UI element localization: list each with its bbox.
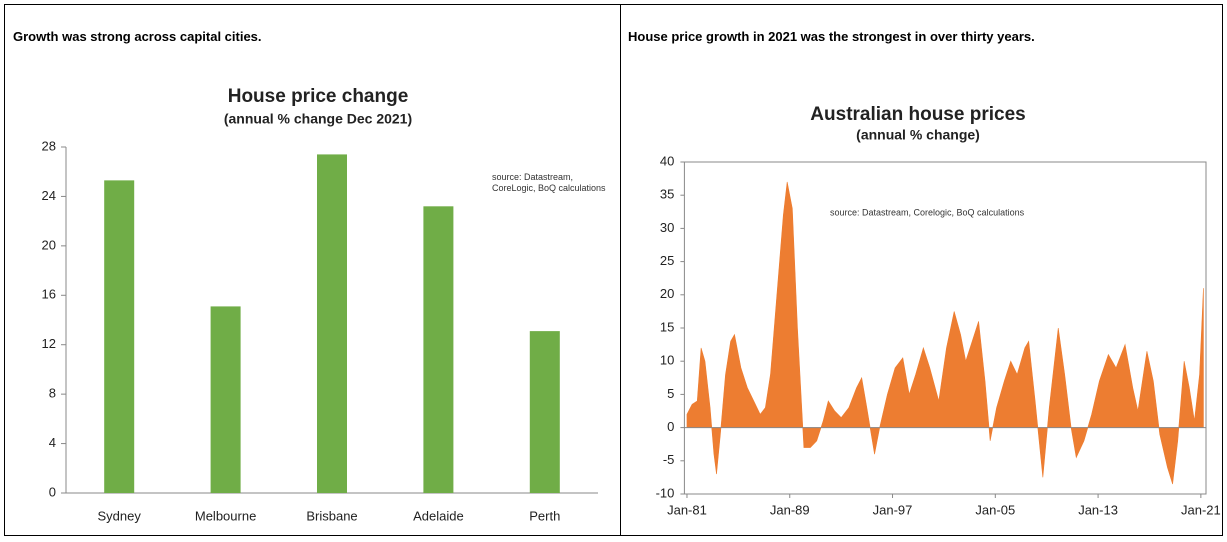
chart-subtitle: (annual % change) — [856, 127, 980, 143]
x-tick-label: Jan-05 — [975, 502, 1015, 517]
annotation: source: Datastream, Corelogic, BoQ calcu… — [830, 207, 1025, 217]
y-tick-label: -10 — [656, 485, 675, 500]
y-tick-label: 30 — [660, 220, 674, 235]
chart-subtitle: (annual % change Dec 2021) — [224, 111, 412, 127]
bar — [317, 154, 347, 493]
area — [686, 181, 1204, 485]
right-panel — [620, 4, 1223, 536]
y-tick-label: 20 — [660, 286, 674, 301]
annotation: source: Datastream, CoreLogic, BoQ calcu… — [492, 172, 606, 193]
y-tick-label: 40 — [660, 153, 674, 168]
x-tick-label: Perth — [529, 508, 560, 523]
bar — [104, 180, 135, 493]
y-tick-label: 8 — [49, 386, 56, 401]
panel-heading: House price growth in 2021 was the stron… — [628, 29, 1035, 44]
x-tick-label: Jan-97 — [873, 502, 913, 517]
y-tick-label: 12 — [42, 336, 56, 351]
x-tick-label: Jan-81 — [667, 502, 707, 517]
y-tick-label: 20 — [42, 237, 56, 252]
y-tick-label: 10 — [660, 353, 674, 368]
x-tick-label: Jan-21 — [1181, 502, 1221, 517]
y-tick-label: 16 — [42, 287, 56, 302]
x-tick-label: Adelaide — [413, 508, 464, 523]
panel-heading: Growth was strong across capital cities. — [13, 29, 262, 44]
chart-title: Australian house prices — [810, 104, 1025, 125]
x-tick-label: Jan-89 — [770, 502, 810, 517]
plot-frame — [683, 161, 1207, 495]
bar — [210, 306, 241, 493]
bar — [423, 206, 454, 494]
x-tick-label: Melbourne — [195, 508, 256, 523]
y-tick-label: 24 — [42, 188, 56, 203]
y-tick-label: 35 — [660, 187, 674, 202]
x-tick-label: Sydney — [98, 508, 142, 523]
x-tick-label: Brisbane — [306, 508, 357, 523]
y-tick-label: 25 — [660, 253, 674, 268]
bar — [529, 331, 560, 493]
chart-title: House price change — [228, 86, 409, 107]
x-tick-label: Jan-13 — [1078, 502, 1118, 517]
y-tick-label: 28 — [42, 138, 56, 153]
y-tick-label: 0 — [667, 419, 674, 434]
y-tick-label: 0 — [49, 484, 56, 499]
annotation-box: source: Datastream, CoreLogic, BoQ calcu… — [492, 172, 606, 193]
y-tick-label: -5 — [663, 452, 675, 467]
y-tick-label: 15 — [660, 319, 674, 334]
y-tick-label: 5 — [667, 386, 674, 401]
y-tick-label: 4 — [49, 435, 56, 450]
